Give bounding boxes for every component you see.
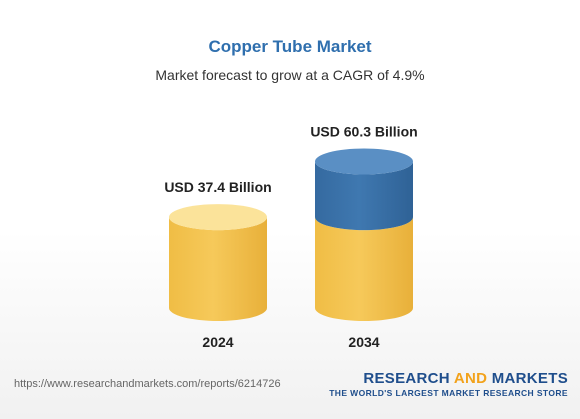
data-label-2034: USD 60.3 Billion <box>310 123 417 139</box>
data-label-2024: USD 37.4 Billion <box>164 179 271 195</box>
brand-logo: RESEARCH AND MARKETS THE WORLD'S LARGEST… <box>329 370 568 398</box>
source-url[interactable]: https://www.researchandmarkets.com/repor… <box>14 378 281 390</box>
chart-title: Copper Tube Market <box>208 37 372 56</box>
bar-2034-growth-top <box>315 148 413 175</box>
bar-2034-base-body <box>315 217 413 321</box>
bar-2024-base-body <box>169 217 267 321</box>
bar-2024-base-top <box>169 204 267 231</box>
brand-tagline: THE WORLD'S LARGEST MARKET RESEARCH STOR… <box>329 388 568 398</box>
x-tick-label-2024: 2024 <box>202 334 233 350</box>
bar-2034-growth-body <box>315 161 413 231</box>
chart-subtitle: Market forecast to grow at a CAGR of 4.9… <box>155 67 425 83</box>
x-tick-label-2034: 2034 <box>348 334 379 350</box>
brand-name: RESEARCH AND MARKETS <box>363 370 568 387</box>
